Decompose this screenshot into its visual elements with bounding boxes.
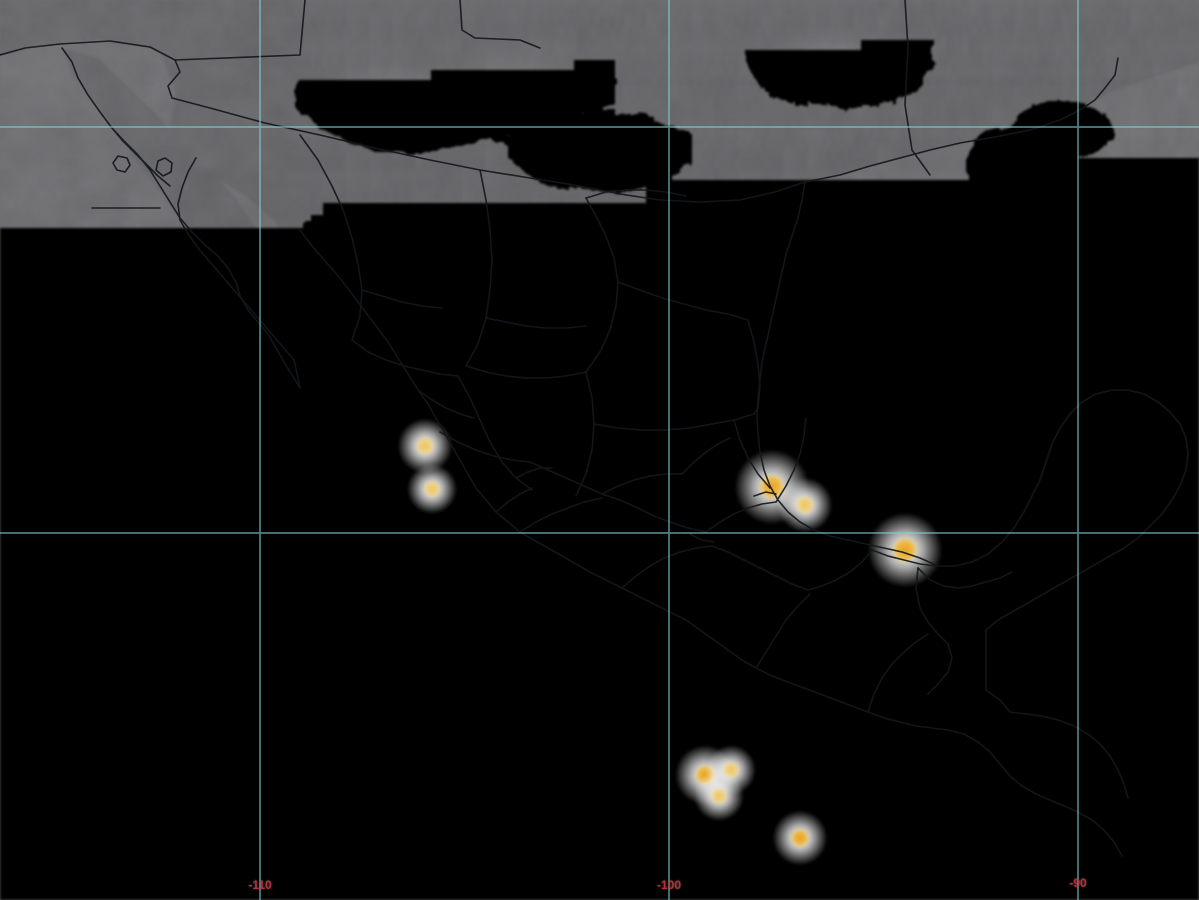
lon-label-90: -90 [1069,876,1087,890]
lon-label-110: -110 [248,878,272,892]
lon-label-100: -100 [656,878,682,892]
